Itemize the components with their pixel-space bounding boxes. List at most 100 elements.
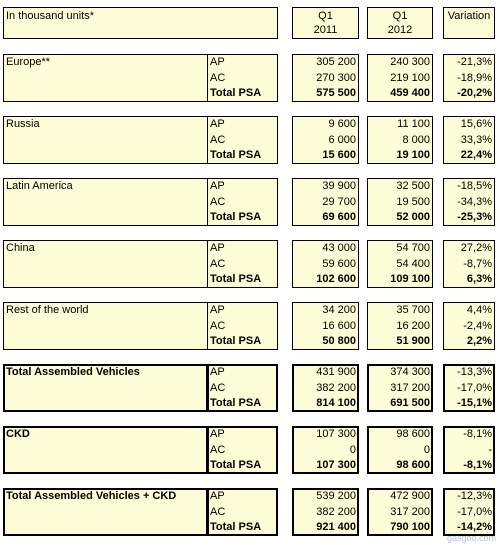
header-title: In thousand units* <box>6 10 95 22</box>
header-q1-2011-box <box>292 7 359 39</box>
section-q2011-box <box>292 178 359 226</box>
row-type-label: Total PSA <box>210 521 262 533</box>
row-q1-2012-value: 691 500 <box>390 397 430 409</box>
row-q1-2012-value: 51 900 <box>396 335 430 347</box>
row-type-label: AC <box>210 71 226 84</box>
section-name-box <box>3 488 208 536</box>
row-type-label: AC <box>210 195 226 208</box>
header-q1-2011-line2: 2011 <box>313 24 338 36</box>
row-variation-value: - <box>488 443 492 456</box>
row-variation-value: 15,6% <box>460 118 492 130</box>
row-variation-value: 4,4% <box>466 304 492 316</box>
row-variation-value: -25,3% <box>457 211 492 223</box>
section-variation-box <box>443 302 495 350</box>
row-type-label: AC <box>210 381 226 394</box>
row-variation-value: -8,1% <box>463 428 492 440</box>
row-q1-2012-value: 35 700 <box>396 304 430 316</box>
section-name: Russia <box>6 118 40 130</box>
section-q2012-box <box>367 116 433 164</box>
section-type-box <box>207 178 278 226</box>
row-q1-2012-value: 98 600 <box>396 428 430 440</box>
row-type-label: AP <box>210 490 225 502</box>
row-type-label: AC <box>210 133 226 146</box>
row-type-label: AP <box>210 180 225 192</box>
section-type-box <box>207 54 278 102</box>
row-q1-2012-value: 472 900 <box>390 490 430 502</box>
section-q2012-box <box>367 364 433 412</box>
section-q2011-box <box>292 364 359 412</box>
section-q2012-box <box>367 178 433 226</box>
row-q1-2011-value: 0 <box>349 443 356 456</box>
section-name: China <box>6 242 35 254</box>
row-q1-2012-value: 8 000 <box>402 133 430 146</box>
row-q1-2011-value: 59 600 <box>322 257 356 270</box>
row-variation-value: -2,4% <box>463 319 492 332</box>
section-variation-box <box>443 178 495 226</box>
row-type-label: AP <box>210 118 225 130</box>
row-q1-2012-value: 11 100 <box>397 118 430 130</box>
section-name-box <box>3 240 208 288</box>
header-q1-2012-box <box>367 7 433 39</box>
section-name: Total Assembled Vehicles + CKD <box>6 490 177 502</box>
row-variation-value: -21,3% <box>457 56 492 68</box>
row-type-label: AP <box>210 366 225 378</box>
section-q2012-box <box>367 54 433 102</box>
row-type-label: Total PSA <box>210 459 262 471</box>
row-q1-2011-value: 29 700 <box>322 195 356 208</box>
header-variation-box <box>443 7 495 39</box>
row-type-label: Total PSA <box>210 335 262 347</box>
row-q1-2011-value: 9 600 <box>328 118 356 130</box>
section-name: Latin America <box>6 180 73 192</box>
section-name: Rest of the world <box>6 304 89 316</box>
row-q1-2011-value: 6 000 <box>328 133 356 146</box>
row-q1-2011-value: 43 000 <box>322 242 356 254</box>
row-q1-2012-value: 0 <box>423 443 430 456</box>
section-variation-box <box>443 116 495 164</box>
row-q1-2011-value: 270 300 <box>316 71 356 84</box>
row-q1-2011-value: 107 300 <box>316 428 356 440</box>
section-variation-box <box>443 364 495 412</box>
row-type-label: AC <box>210 505 226 518</box>
row-q1-2011-value: 382 200 <box>316 505 356 518</box>
section-type-box <box>207 364 278 412</box>
section-q2011-box <box>292 116 359 164</box>
row-q1-2012-value: 54 700 <box>396 242 430 254</box>
row-q1-2011-value: 814 100 <box>316 397 356 409</box>
row-variation-value: -18,9% <box>457 71 492 84</box>
section-q2012-box <box>367 302 433 350</box>
header-q1-2012-line2: 2012 <box>387 24 413 36</box>
section-type-box <box>207 426 278 474</box>
row-variation-value: -20,2% <box>457 87 492 99</box>
section-name: Total Assembled Vehicles <box>6 366 140 378</box>
row-q1-2012-value: 16 200 <box>396 319 430 332</box>
header-q1-2011-line1: Q1 <box>318 10 333 22</box>
section-variation-box <box>443 426 495 474</box>
section-q2011-box <box>292 426 359 474</box>
row-q1-2011-value: 382 200 <box>316 381 356 394</box>
row-q1-2011-value: 431 900 <box>316 366 356 378</box>
section-name-box <box>3 178 208 226</box>
section-name-box <box>3 54 208 102</box>
section-q2011-box <box>292 302 359 350</box>
row-type-label: Total PSA <box>210 87 262 99</box>
row-variation-value: -14,2% <box>457 521 492 533</box>
row-q1-2012-value: 219 100 <box>390 71 430 84</box>
section-name-box <box>3 426 208 474</box>
section-name-box <box>3 116 208 164</box>
section-q2011-box <box>292 54 359 102</box>
row-variation-value: -34,3% <box>457 195 492 208</box>
header-q1-2012-line1: Q1 <box>392 10 408 22</box>
section-variation-box <box>443 54 495 102</box>
row-q1-2011-value: 575 500 <box>316 87 356 99</box>
row-type-label: Total PSA <box>210 149 262 161</box>
row-q1-2011-value: 34 200 <box>322 304 356 316</box>
row-variation-value: -8,1% <box>463 459 492 471</box>
row-type-label: AP <box>210 56 225 68</box>
row-q1-2012-value: 317 200 <box>390 381 430 394</box>
row-variation-value: 27,2% <box>460 242 492 254</box>
row-variation-value: -18,5% <box>457 180 492 192</box>
row-q1-2011-value: 69 600 <box>322 211 356 223</box>
section-type-box <box>207 116 278 164</box>
section-name-box <box>3 364 208 412</box>
row-q1-2011-value: 102 600 <box>316 273 356 285</box>
